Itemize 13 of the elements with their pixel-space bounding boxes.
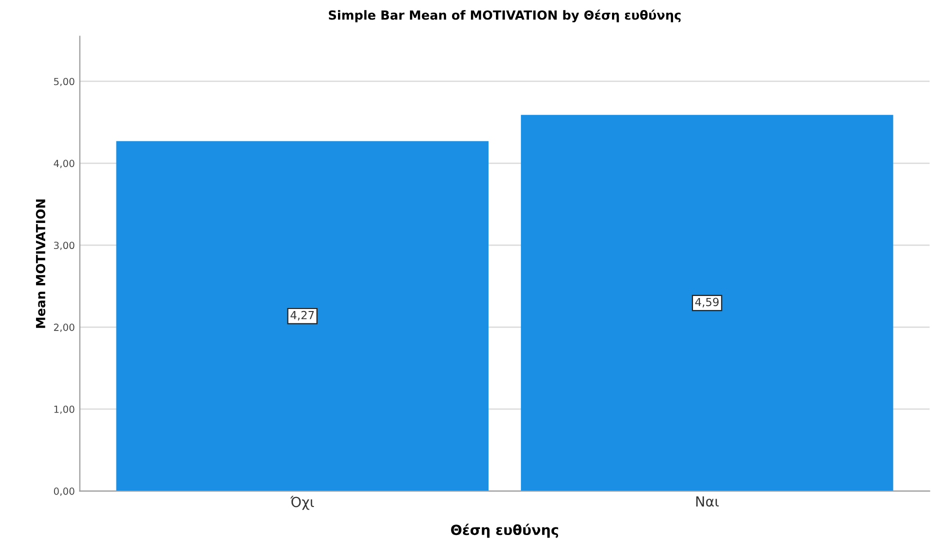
- y-tick-label: 1,00: [54, 406, 74, 414]
- y-tick-label: 5,00: [54, 78, 74, 86]
- y-axis-title: Mean MOTIVATION: [36, 199, 46, 328]
- y-tick-label: 3,00: [54, 242, 74, 250]
- data-label: 4,27: [290, 310, 314, 320]
- x-tick-label: Όχι: [290, 496, 314, 510]
- x-tick-label: Ναι: [696, 496, 719, 507]
- y-tick-label: 2,00: [54, 324, 74, 332]
- y-tick-label: 4,00: [54, 160, 74, 168]
- chart-title: Simple Bar Mean of MOTIVATION by Θέση ευθύνης: [328, 10, 681, 22]
- y-tick-label: 0,00: [54, 488, 74, 496]
- x-axis-title: Θέση ευθύνης: [451, 524, 558, 538]
- data-label: 4,59: [695, 298, 719, 308]
